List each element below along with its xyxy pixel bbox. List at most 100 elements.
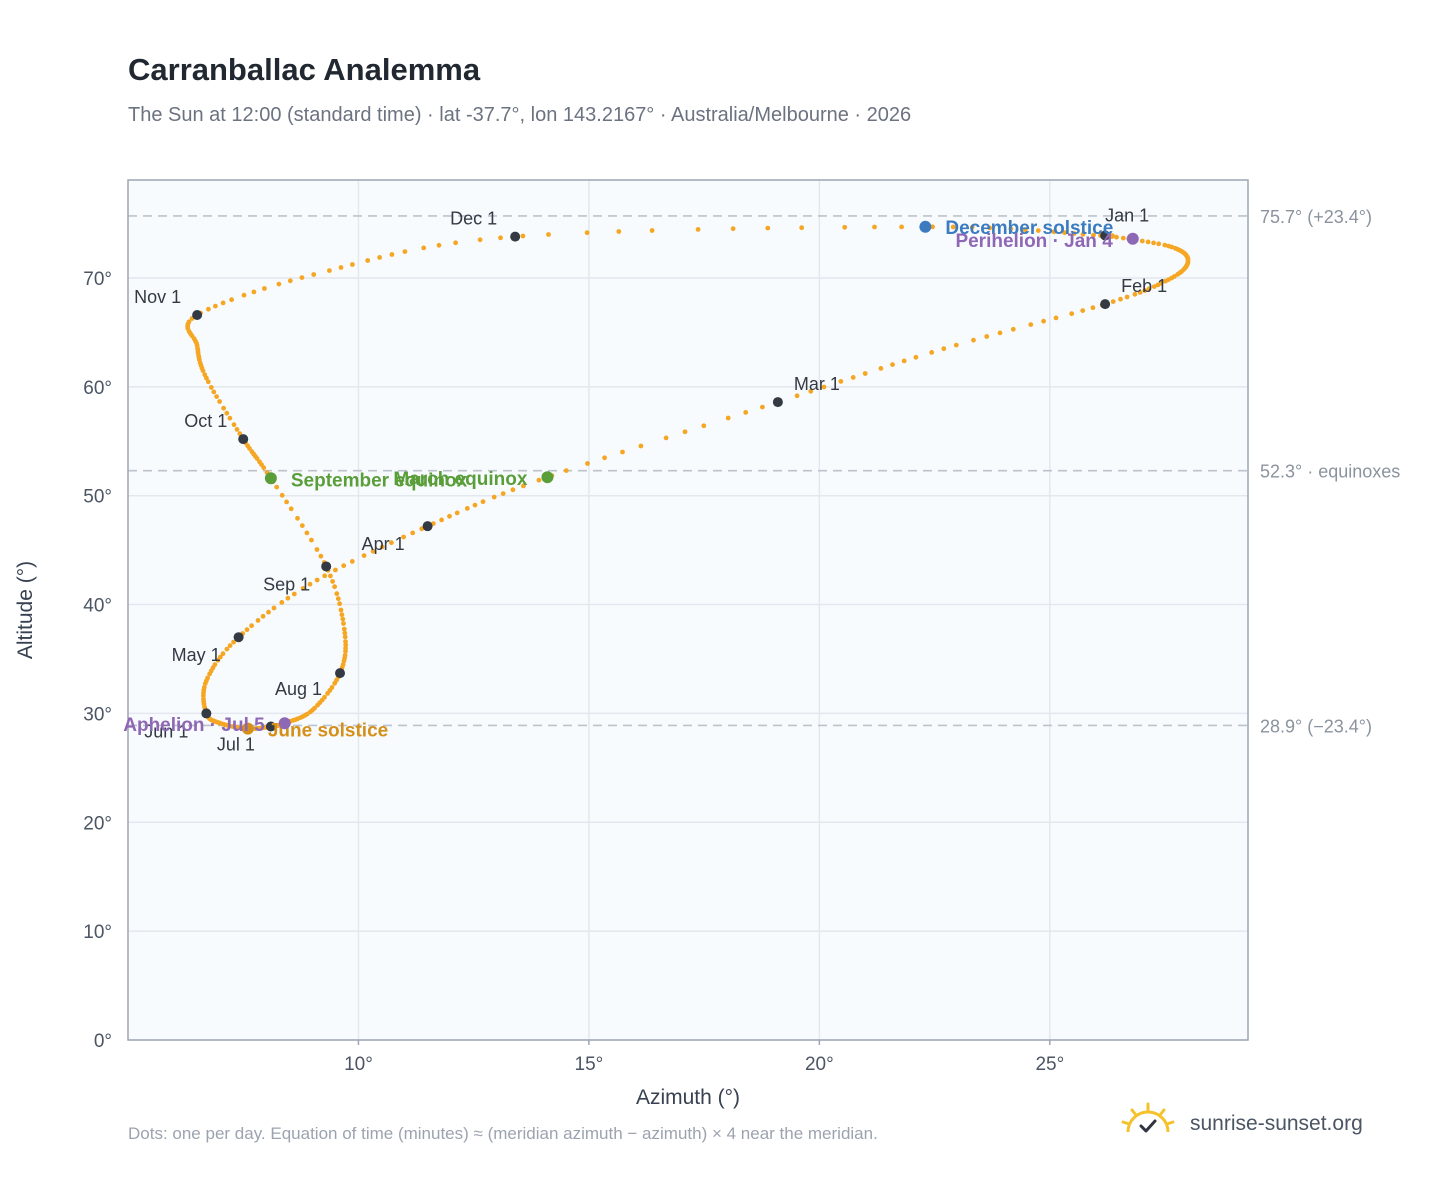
day-dot xyxy=(211,389,217,395)
day-dot xyxy=(288,506,294,512)
day-dot xyxy=(1035,228,1041,234)
day-dot xyxy=(342,634,348,640)
day-dot xyxy=(333,567,338,573)
day-dot xyxy=(969,224,975,230)
day-dot xyxy=(663,435,669,441)
day-dot xyxy=(1110,299,1116,304)
event-dot xyxy=(541,471,554,484)
event-dot xyxy=(241,722,254,735)
day-dot xyxy=(224,646,230,652)
day-dot xyxy=(276,281,282,287)
day-dot xyxy=(1080,231,1086,237)
day-dot xyxy=(872,224,877,230)
day-dot xyxy=(1028,322,1034,327)
day-dot xyxy=(274,484,280,490)
day-dot xyxy=(334,591,340,597)
day-dot xyxy=(997,330,1003,336)
day-dot xyxy=(447,513,452,519)
day-dot xyxy=(454,510,460,516)
brand[interactable]: sunrise-sunset.org xyxy=(1120,1102,1420,1146)
day-dot xyxy=(842,224,848,230)
day-dot xyxy=(725,415,731,421)
day-dot xyxy=(1124,294,1130,300)
day-dot xyxy=(295,515,300,521)
day-dot xyxy=(221,405,227,411)
day-dot xyxy=(498,235,503,241)
y-tick-label: 30° xyxy=(83,704,112,725)
day-dot xyxy=(953,342,959,348)
day-dot xyxy=(335,596,341,602)
day-dot xyxy=(244,627,250,633)
event-dot xyxy=(1126,232,1139,245)
y-tick-label: 10° xyxy=(83,922,112,943)
day-dot xyxy=(361,553,367,558)
day-dot xyxy=(342,630,348,636)
day-dot xyxy=(299,275,305,280)
month-label: Apr 1 xyxy=(362,534,405,554)
month-dot xyxy=(233,632,244,643)
day-dot xyxy=(401,534,406,540)
day-dot xyxy=(322,694,327,700)
day-dot xyxy=(389,540,394,546)
event-dot xyxy=(264,472,277,485)
month-label: Aug 1 xyxy=(275,679,322,699)
day-dot xyxy=(794,393,800,399)
grid-lines xyxy=(128,180,1248,1041)
month-dot xyxy=(1100,230,1111,241)
day-dot xyxy=(941,346,947,352)
event-label: Perihelion · Jan 4 xyxy=(955,231,1113,252)
day-dot xyxy=(799,225,805,231)
day-dot xyxy=(1010,326,1016,332)
day-dot xyxy=(307,581,313,587)
y-tick-label: 70° xyxy=(83,269,112,290)
day-dot xyxy=(510,487,516,493)
day-dot xyxy=(1091,232,1096,238)
day-dot xyxy=(878,366,884,371)
day-dot xyxy=(201,693,206,699)
day-dot xyxy=(291,591,297,597)
day-dot xyxy=(332,584,337,590)
day-dot xyxy=(899,224,904,230)
day-dot xyxy=(585,461,590,466)
day-dot xyxy=(1051,229,1057,235)
day-dot xyxy=(314,577,320,583)
day-dot xyxy=(365,258,371,263)
day-dot xyxy=(901,358,907,364)
day-dot xyxy=(862,371,868,376)
day-dot xyxy=(701,423,707,429)
day-dot xyxy=(743,410,749,415)
day-dot xyxy=(850,375,856,380)
day-dot xyxy=(821,384,827,390)
day-dot xyxy=(342,652,348,658)
month-dot xyxy=(265,721,276,732)
day-dot xyxy=(300,586,306,591)
day-dot xyxy=(318,553,324,559)
day-dot xyxy=(439,517,444,523)
day-dot xyxy=(1156,241,1162,247)
month-dot xyxy=(335,668,346,679)
day-dot xyxy=(340,616,346,622)
day-dot xyxy=(338,607,344,613)
plot-border xyxy=(127,179,1249,1041)
event-label: June solstice xyxy=(268,721,388,742)
day-dot xyxy=(343,642,349,648)
month-label: Jul 1 xyxy=(217,734,255,754)
day-dot xyxy=(208,385,214,390)
day-dot xyxy=(584,230,590,236)
day-dot xyxy=(338,265,344,270)
day-dot xyxy=(262,286,267,291)
day-dot xyxy=(229,297,235,303)
day-dot xyxy=(1132,291,1138,297)
footnote: Dots: one per day. Equation of time (min… xyxy=(128,1124,878,1143)
day-dot xyxy=(337,601,342,607)
day-dot xyxy=(546,232,551,237)
day-dot xyxy=(1169,244,1175,250)
day-dot xyxy=(287,278,293,284)
y-tick-label: 40° xyxy=(83,596,112,617)
day-dot xyxy=(249,449,255,455)
brand-name[interactable]: sunrise-sunset.org xyxy=(1190,1112,1363,1135)
day-dot xyxy=(808,388,814,394)
y-tick-label: 50° xyxy=(83,487,112,508)
day-dot xyxy=(249,623,255,629)
